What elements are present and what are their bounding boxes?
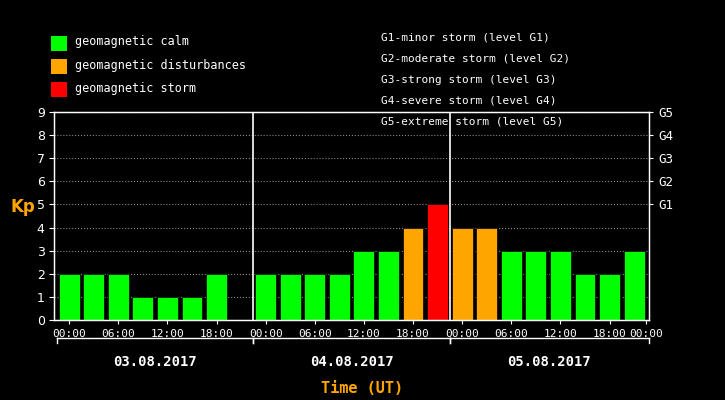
Bar bbox=[83, 274, 104, 320]
Text: G3-strong storm (level G3): G3-strong storm (level G3) bbox=[381, 74, 556, 84]
Text: G5-extreme storm (level G5): G5-extreme storm (level G5) bbox=[381, 116, 563, 126]
Bar bbox=[574, 274, 595, 320]
Y-axis label: Kp: Kp bbox=[10, 198, 35, 216]
Bar bbox=[329, 274, 349, 320]
Bar bbox=[402, 228, 423, 320]
Bar bbox=[599, 274, 620, 320]
Bar bbox=[255, 274, 276, 320]
Bar bbox=[59, 274, 80, 320]
Bar bbox=[550, 251, 571, 320]
Text: geomagnetic calm: geomagnetic calm bbox=[75, 36, 188, 48]
Bar bbox=[181, 297, 202, 320]
Bar bbox=[452, 228, 473, 320]
Text: geomagnetic storm: geomagnetic storm bbox=[75, 82, 196, 95]
Bar bbox=[526, 251, 547, 320]
Text: G4-severe storm (level G4): G4-severe storm (level G4) bbox=[381, 95, 556, 105]
Bar bbox=[133, 297, 153, 320]
Bar bbox=[206, 274, 227, 320]
Text: Time (UT): Time (UT) bbox=[321, 381, 404, 396]
Text: G1-minor storm (level G1): G1-minor storm (level G1) bbox=[381, 33, 550, 43]
Text: 04.08.2017: 04.08.2017 bbox=[310, 355, 394, 369]
Bar bbox=[378, 251, 399, 320]
Text: 03.08.2017: 03.08.2017 bbox=[113, 355, 197, 369]
Bar bbox=[624, 251, 645, 320]
Bar bbox=[354, 251, 374, 320]
Bar bbox=[157, 297, 178, 320]
Bar bbox=[108, 274, 128, 320]
Bar bbox=[476, 228, 497, 320]
Text: geomagnetic disturbances: geomagnetic disturbances bbox=[75, 59, 246, 72]
Text: 05.08.2017: 05.08.2017 bbox=[507, 355, 592, 369]
Bar bbox=[304, 274, 326, 320]
Bar bbox=[427, 204, 448, 320]
Bar bbox=[501, 251, 522, 320]
Text: G2-moderate storm (level G2): G2-moderate storm (level G2) bbox=[381, 54, 570, 64]
Bar bbox=[280, 274, 301, 320]
